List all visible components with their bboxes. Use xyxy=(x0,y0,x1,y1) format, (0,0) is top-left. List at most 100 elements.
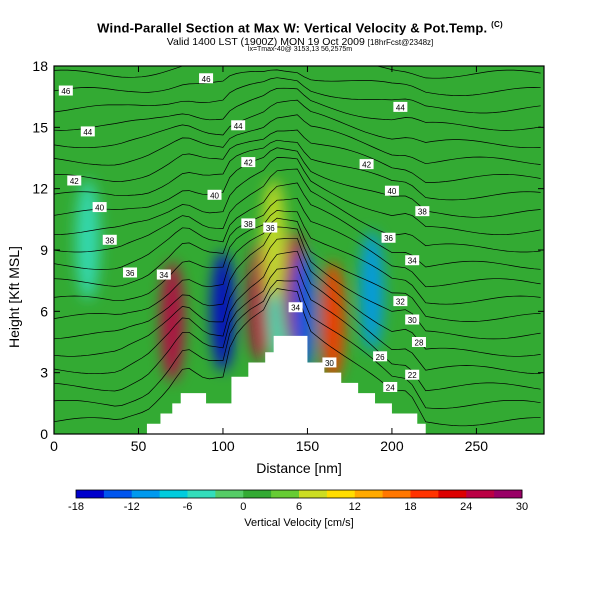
isentrope-label: 40 xyxy=(92,202,107,213)
colorbar-swatch xyxy=(410,490,439,498)
colorbar-swatch xyxy=(438,490,467,498)
isentrope-label-text: 36 xyxy=(384,234,393,243)
isentrope-line xyxy=(54,197,541,288)
isentrope-label: 32 xyxy=(393,296,408,307)
isentrope-label-bg xyxy=(123,267,138,278)
isentrope-label-bg xyxy=(393,296,408,307)
isentrope-label-text: 38 xyxy=(105,236,114,245)
x-tick-label: 200 xyxy=(380,438,404,454)
isentrope-label-bg xyxy=(92,202,107,213)
isentrope-label-bg xyxy=(383,381,398,392)
isentrope-label-bg xyxy=(288,302,303,313)
isentrope-label-bg xyxy=(393,101,408,112)
isentrope-label-bg xyxy=(207,189,222,200)
colorbar-swatch xyxy=(76,490,105,498)
isentrope-label-text: 40 xyxy=(95,204,104,213)
isentrope-line xyxy=(54,66,541,79)
y-tick-label: 9 xyxy=(40,242,48,258)
isentrope-line xyxy=(54,129,541,183)
isentrope-line xyxy=(54,250,541,375)
isentrope-label: 36 xyxy=(123,267,138,278)
isentrope-label-text: 42 xyxy=(362,161,371,170)
chart-title: Wind-Parallel Section at Max W: Vertical… xyxy=(0,20,600,35)
isentrope-label: 42 xyxy=(67,175,82,186)
y-axis-label-text: Height [Kft MSL] xyxy=(6,246,22,348)
isentrope-label-bg xyxy=(322,357,337,368)
x-tick-label: 0 xyxy=(50,438,58,454)
isentrope-label-text: 38 xyxy=(244,220,253,229)
isentrope-line xyxy=(54,226,541,340)
isentrope-label-bg xyxy=(67,175,82,186)
y-tick-label: 3 xyxy=(40,365,48,381)
isentrope-line xyxy=(54,266,541,392)
terrain-profile xyxy=(54,335,544,434)
colorbar-swatch xyxy=(159,490,188,498)
isentrope-label-text: 32 xyxy=(396,298,405,307)
x-axis-label: Distance [nm] xyxy=(256,460,342,476)
colorbar-tick-label: 18 xyxy=(404,501,416,513)
colorbar-tick-label: 0 xyxy=(240,501,246,513)
isentrope-line xyxy=(54,280,541,409)
isentrope-label-text: 38 xyxy=(418,208,427,217)
copyright-mark: (C) xyxy=(491,20,503,29)
colorbar-swatch xyxy=(243,490,272,498)
x-tick-label: 50 xyxy=(131,438,147,454)
isentrope-label-text: 42 xyxy=(70,177,79,186)
colorbar-swatch xyxy=(299,490,328,498)
isentrope-label: 38 xyxy=(102,234,117,245)
isentrope-line xyxy=(54,217,541,322)
colorbar-swatch xyxy=(326,490,356,498)
isentrope-label-bg xyxy=(373,351,388,362)
x-tick-label: 100 xyxy=(211,438,235,454)
isentrope-line xyxy=(54,77,541,114)
isentrope-label-text: 36 xyxy=(126,269,135,278)
isentrope-label-text: 34 xyxy=(291,304,300,313)
colorbar-swatch xyxy=(103,490,133,498)
y-tick-label: 15 xyxy=(32,119,48,135)
isentrope-label: 46 xyxy=(199,73,214,84)
velocity-cell xyxy=(261,179,286,300)
isentrope-label: 42 xyxy=(359,159,374,170)
isentrope-label-bg xyxy=(415,206,430,217)
isentrope-label-text: 44 xyxy=(83,128,92,137)
isentrope-label-text: 34 xyxy=(159,271,168,280)
isentrope-label-bg xyxy=(231,120,246,131)
colorbar-swatch xyxy=(494,490,523,498)
isentrope-label-text: 44 xyxy=(396,103,405,112)
isentrope-label: 40 xyxy=(384,185,399,196)
y-tick-label: 18 xyxy=(32,58,48,74)
potential-temperature-contours xyxy=(54,66,541,427)
colorbar-swatch xyxy=(271,490,300,498)
isentrope-label-bg xyxy=(384,185,399,196)
forecast-info-text: [18hrFcst@2348z] xyxy=(367,38,434,47)
isentrope-label-text: 30 xyxy=(325,359,334,368)
isentrope-label: 36 xyxy=(381,232,396,243)
isentrope-label-bg xyxy=(359,159,374,170)
isentrope-line xyxy=(54,69,541,96)
isentrope-label-bg xyxy=(58,85,73,96)
chart-subtitle: Valid 1400 LST (1900Z) MON 19 Oct 2009 [… xyxy=(0,36,600,48)
colorbar-tick-label: -18 xyxy=(68,501,84,513)
isentrope-label-text: 44 xyxy=(234,122,243,131)
y-axis-label: Height [Kft MSL] xyxy=(4,246,24,350)
isentrope-label-bg xyxy=(199,73,214,84)
isentrope-label: 26 xyxy=(373,351,388,362)
colorbar-tick-label: -12 xyxy=(124,501,140,513)
colorbar-swatch xyxy=(466,490,495,498)
velocity-cell xyxy=(160,261,185,382)
isentrope-line xyxy=(54,139,541,201)
isentrope-line xyxy=(54,87,541,131)
colorbar-tick-label: 30 xyxy=(516,501,528,513)
isentrope-label-bg xyxy=(241,218,256,229)
y-tick-label: 0 xyxy=(40,426,48,442)
isentrope-label: 44 xyxy=(231,120,246,131)
isentrope-labels: 46 46 44 44 44 42 42 42 40 40 40 38 38 38 36 36 36 34 34 34… xyxy=(58,73,430,392)
isentrope-line xyxy=(54,99,541,149)
colorbar-label: Vertical Velocity [cm/s] xyxy=(244,517,354,529)
isentrope-label-text: 30 xyxy=(408,316,417,325)
isentrope-label: 34 xyxy=(405,255,420,266)
isentrope-label-bg xyxy=(241,157,256,168)
isentrope-label: 36 xyxy=(263,222,278,233)
velocity-cell xyxy=(75,179,100,300)
